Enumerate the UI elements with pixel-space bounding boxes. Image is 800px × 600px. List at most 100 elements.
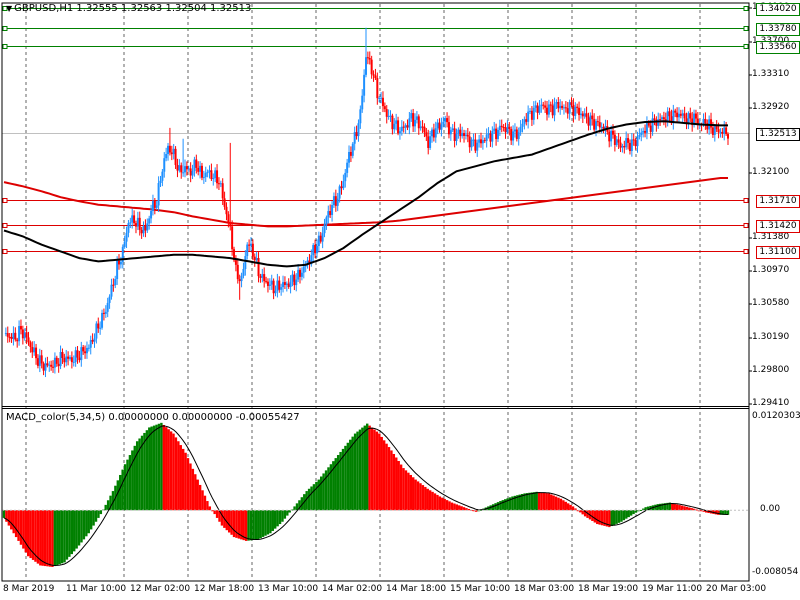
candle-body [140,229,143,234]
candle-body [193,159,196,171]
macd-bar [675,504,679,511]
time-axis-label: 18 Mar 19:00 [578,584,639,594]
macd-bar [261,510,265,537]
candle-body [176,164,179,171]
macd-bar [443,498,446,511]
macd-bar [46,510,49,567]
macd-bar [605,510,609,527]
macd-bar [596,510,599,525]
macd-bar [135,441,139,511]
level-handle [743,198,749,203]
candle-body [506,126,509,133]
level-price-tag[interactable]: 1.31100 [756,245,800,259]
price-axis-label: 1.33310 [752,69,790,79]
macd-bar [232,510,236,538]
candle-body [385,109,388,117]
candle-body [662,117,665,120]
candle-body [555,102,558,104]
candle-body [82,347,85,352]
macd-bar [327,467,330,511]
candle-body [578,107,581,116]
candle-body [474,139,477,151]
candle-body [29,342,32,348]
ma-slow-line [3,177,728,228]
candle-body [517,132,520,139]
macd-bar [80,510,83,543]
time-axis-label: 12 Mar 18:00 [194,584,255,594]
candle-body [655,119,658,126]
current-price-tag: 1.32513 [756,127,800,141]
candle-body [6,333,9,337]
macd-bar [714,510,718,515]
macd-bar [579,510,582,513]
macd-bar [661,503,664,511]
macd-bar [382,440,386,511]
macd-bar [346,442,350,511]
candle-body [329,211,332,215]
candle-body [666,111,669,123]
macd-bar [29,510,32,559]
level-price-tag[interactable]: 1.31420 [756,219,800,233]
candle-body [116,260,119,279]
candle-body [455,133,458,141]
candle-body [148,218,151,224]
macd-bar [654,504,657,511]
candle-body [711,127,714,135]
candle-body [150,210,153,219]
macd-bar [145,430,149,511]
candle-body [395,120,398,124]
candle-body [300,272,303,277]
candle-body [681,113,684,116]
candle-body [581,113,584,117]
level-price-tag[interactable]: 1.34020 [756,2,800,16]
macd-bar [186,458,190,511]
macd-bar [131,450,134,511]
macd-bar [152,425,156,511]
level-price-tag[interactable]: 1.31710 [756,194,800,208]
level-handle [743,249,749,254]
candle-body [251,243,254,257]
candle-body [470,139,473,148]
candle-body [159,180,162,184]
macd-bar [719,510,722,515]
macd-bar [194,474,197,511]
level-price-tag[interactable]: 1.33560 [756,40,800,54]
macd-bar [380,436,383,511]
macd-bar [680,505,684,511]
macd-bar [349,439,352,511]
macd-bar [550,494,553,511]
macd-bar [678,505,681,511]
candle-body [80,347,83,361]
macd-bar [436,494,439,511]
candle-body [106,302,109,312]
macd-bar [286,510,289,516]
macd-bar [508,497,512,511]
candle-body [35,347,38,359]
macd-bar [409,474,412,511]
level-price-tag[interactable]: 1.33780 [756,22,800,36]
candle-body [625,138,628,148]
chart-header: ▼ GBPUSD,H1 1.32555 1.32563 1.32504 1.325… [6,3,251,14]
macd-bar [496,502,500,511]
candle-body [280,287,283,290]
candle-body [48,364,51,366]
price-axis-label: 1.32920 [752,102,790,112]
macd-bar [68,510,71,557]
candle-body [683,113,686,119]
candle-body [151,200,154,211]
candle-body [182,172,185,174]
macd-bar [721,510,725,515]
candle-body [532,107,535,120]
candle-body [417,116,420,129]
chart-frame [1,2,752,582]
candle-body [304,265,307,267]
horizontal-levels[interactable] [2,6,749,254]
macd-bar [424,486,427,511]
macd-bar [51,510,54,567]
candle-body [302,266,305,273]
candle-body [704,118,707,124]
macd-bar [208,506,212,511]
candle-body [133,215,136,224]
candle-body [338,186,341,199]
